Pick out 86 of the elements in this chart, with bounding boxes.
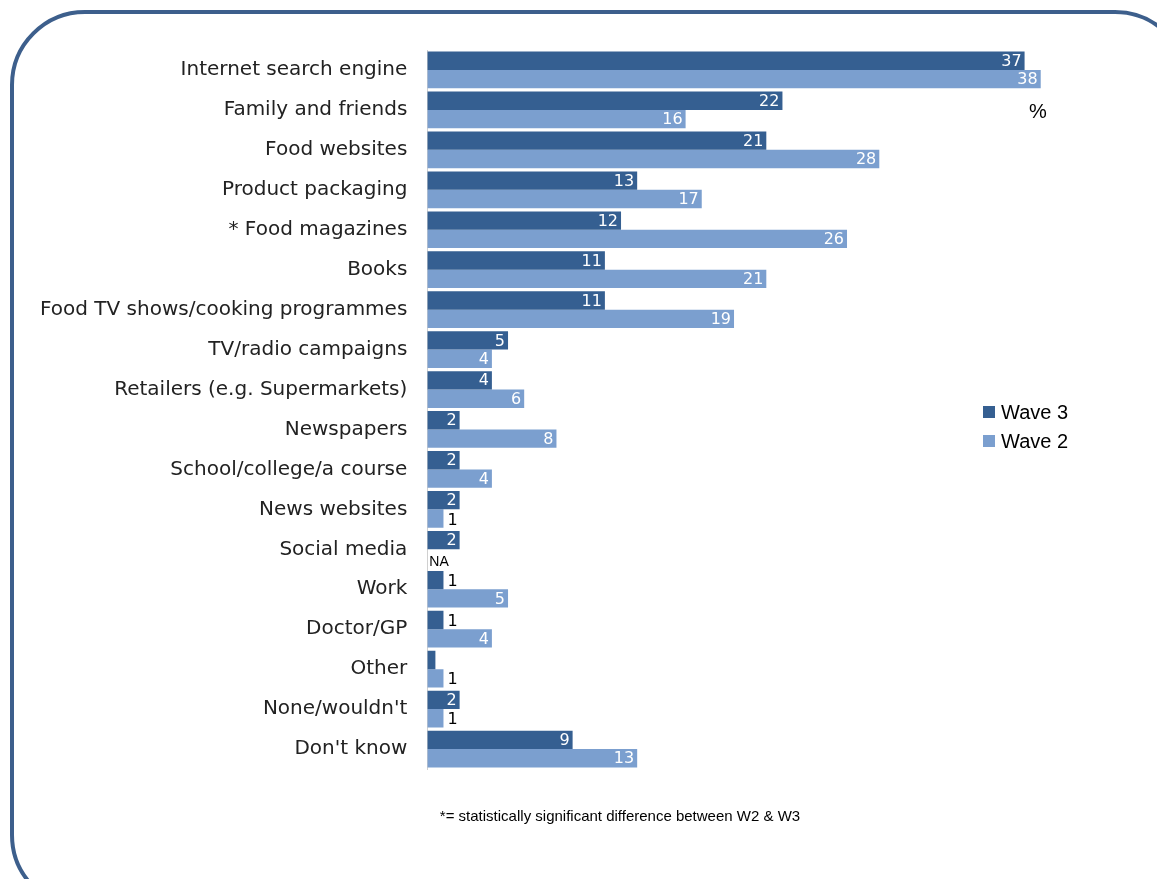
data-label: 11: [581, 250, 602, 270]
y-tick-label: Books: [347, 255, 408, 280]
y-tick-label: None/wouldn't: [262, 695, 408, 720]
data-label: 11: [581, 290, 602, 310]
data-label: 4: [478, 628, 489, 648]
bar: [427, 149, 880, 169]
bar: [427, 589, 509, 608]
bar: [427, 91, 783, 110]
bar: [427, 269, 767, 289]
y-tick-label: News websites: [259, 495, 408, 520]
bar: [427, 229, 848, 249]
data-label: 4: [478, 370, 489, 390]
bar: [427, 730, 573, 750]
bar: [427, 429, 557, 448]
data-label: 5: [494, 588, 506, 608]
data-label: 9: [559, 730, 570, 749]
bar: [427, 131, 767, 150]
y-tick-label: Newspapers: [284, 415, 408, 440]
bar: [427, 709, 444, 728]
y-tick-label: School/college/a course: [170, 455, 408, 480]
bar: [427, 51, 1025, 70]
legend-label: Wave 3: [1001, 400, 1069, 424]
y-tick-label: Family and friends: [223, 96, 408, 121]
y-tick-label: Retailers (e.g. Supermarkets): [114, 375, 408, 400]
data-label: 22: [759, 90, 780, 110]
bar: [427, 570, 444, 590]
data-label: 1: [447, 669, 458, 689]
y-tick-label: * Food magazines: [228, 215, 408, 240]
data-label: 2: [446, 490, 457, 510]
bar: [427, 629, 492, 648]
bar: [427, 109, 686, 129]
data-label: 16: [662, 109, 683, 129]
bar: [427, 749, 638, 768]
bar: [427, 331, 509, 350]
data-label: 2: [446, 410, 457, 430]
data-label: 12: [597, 210, 619, 230]
data-label: 17: [678, 189, 699, 209]
y-tick-label: Other: [350, 655, 409, 680]
annotation: %: [1029, 100, 1047, 123]
data-label: 21: [742, 130, 764, 150]
text: *= statistically significant difference between W2 & W3: [438, 807, 802, 824]
bar: [427, 389, 525, 408]
y-tick-label: Don't know: [294, 735, 408, 760]
y-tick-label: Food TV shows/cooking programmes: [39, 295, 408, 320]
legend-label: Wave 2: [1001, 429, 1069, 453]
data-label: 2: [446, 530, 457, 550]
data-label: 2: [446, 690, 457, 710]
data-label: 4: [478, 468, 489, 488]
bar: [427, 171, 638, 190]
bar: [427, 371, 492, 390]
bar: [427, 309, 735, 329]
data-label: 28: [855, 149, 877, 169]
bar: [427, 69, 1041, 89]
y-tick-label: Social media: [279, 535, 408, 560]
data-label: 13: [613, 170, 635, 190]
y-tick-label: Work: [356, 575, 408, 600]
data-label: 38: [1017, 69, 1038, 89]
bar: [427, 251, 605, 270]
data-label: 19: [710, 308, 732, 328]
y-tick-label: TV/radio campaigns: [207, 335, 408, 360]
bar: [427, 669, 444, 688]
bar: [427, 291, 605, 310]
bar: [427, 349, 492, 368]
text: NA: [429, 553, 449, 570]
data-label: 6: [511, 388, 522, 408]
y-tick-label: Internet search engine: [180, 56, 408, 81]
y-tick-label: Doctor/GP: [306, 615, 408, 640]
y-tick-label: Food websites: [265, 136, 408, 161]
data-label: 1: [447, 509, 458, 529]
data-label: 2: [446, 450, 457, 470]
bar: [427, 509, 444, 528]
data-label: 26: [823, 229, 845, 249]
data-label: 4: [478, 348, 489, 368]
y-tick-label: Product packaging: [221, 176, 408, 201]
bar: [427, 610, 444, 630]
data-label: 1: [447, 611, 458, 631]
data-label: 8: [543, 428, 554, 448]
data-label: 1: [447, 571, 458, 591]
bar: [427, 211, 622, 230]
bar: [427, 469, 492, 488]
data-label: 37: [1001, 50, 1022, 70]
data-label: 21: [742, 269, 764, 289]
data-label: 1: [447, 709, 458, 729]
data-label: 13: [613, 748, 635, 768]
data-label: 5: [494, 330, 506, 350]
bar: [427, 189, 702, 209]
